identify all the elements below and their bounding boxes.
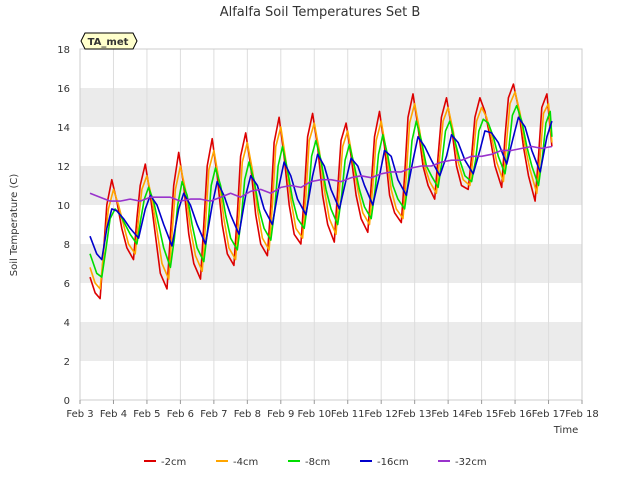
legend-item: -32cm [438,457,487,468]
chart-title: Alfalfa Soil Temperatures Set B [220,5,421,20]
legend-label: -8cm [305,457,330,468]
x-tick-label: Feb 15 [465,409,499,420]
x-tick-label: Feb 12 [364,409,398,420]
series-line [89,116,553,261]
y-tick-label: 14 [57,123,70,134]
y-axis-ticks: 0 2 4 6 8 10 12 14 16 18 [57,45,70,407]
x-tick-label: Feb 13 [398,409,432,420]
series-line [89,145,553,202]
grid-band [80,322,582,361]
x-tick-label: Feb 7 [200,409,227,420]
y-tick-label: 18 [57,45,70,56]
series-line [89,83,553,300]
plot-area-frame [79,48,583,401]
grid-band [80,49,582,88]
series-line [89,91,553,290]
grid-band [80,283,582,322]
x-tick-label: Feb 9 [267,409,294,420]
grid-band [80,166,582,205]
legend-item: -2cm [144,457,186,468]
x-tick-label: Feb 4 [100,409,127,420]
y-tick-label: 12 [57,162,70,173]
legend-item: -4cm [216,457,258,468]
y-tick-label: 4 [64,318,70,329]
y-tick-label: 10 [57,201,70,212]
x-tick-label: Feb 18 [565,409,599,420]
x-tick-label: Feb 5 [133,409,160,420]
grid-band [80,127,582,166]
legend-label: -4cm [233,457,258,468]
legend-item: -16cm [360,457,409,468]
y-tick-label: 6 [64,279,70,290]
x-tick-label: Feb 11 [331,409,365,420]
legend-label: -2cm [161,457,186,468]
grid-band [80,88,582,127]
y-tick-label: 16 [57,84,70,95]
x-axis-label: Time [553,425,578,436]
y-tick-label: 2 [64,357,70,368]
series-lines [89,83,553,300]
x-axis-ticks: Feb 3 Feb 4 Feb 5 Feb 6 Feb 7 Feb 8 Feb 9 Feb 1… [66,400,599,420]
y-tick-label: 8 [64,240,70,251]
series-line [89,104,553,278]
y-tick-label: 0 [64,396,70,407]
y-axis-label: Soil Temperature (C) [9,174,20,277]
grid-band [80,361,582,400]
legend-label: -16cm [377,457,409,468]
x-tick-label: Feb 8 [234,409,261,420]
grid-band [80,244,582,283]
x-tick-label: Feb 16 [498,409,532,420]
legend: -2cm -4cm -8cm -16cm -32cm [144,457,487,468]
x-tick-label: Feb 3 [66,409,93,420]
station-badge: TA_met [80,32,138,50]
x-tick-label: Feb 17 [532,409,566,420]
x-tick-label: Feb 14 [431,409,465,420]
badge-shape [80,32,138,50]
x-tick-label: Feb 10 [297,409,331,420]
x-tick-label: Feb 6 [167,409,194,420]
badge-label: TA_met [88,37,129,48]
legend-label: -32cm [455,457,487,468]
legend-item: -8cm [288,457,330,468]
